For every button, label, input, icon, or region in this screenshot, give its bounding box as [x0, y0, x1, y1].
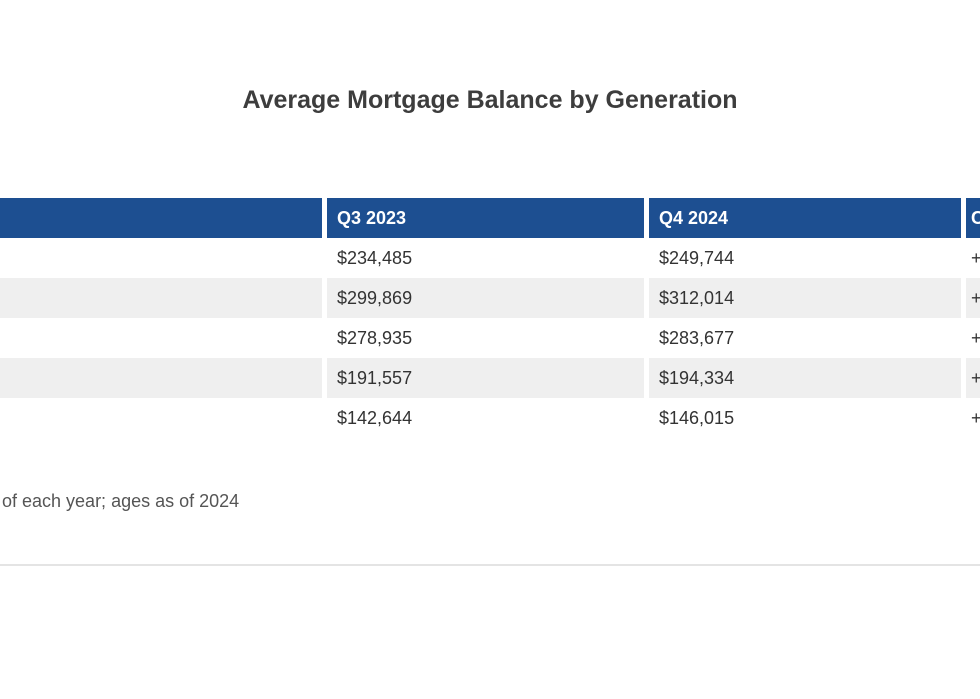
horizontal-divider: [0, 564, 980, 566]
cell-q4-value: $312,014: [649, 278, 961, 318]
cell-q3-value: $278,935: [327, 318, 644, 358]
cell-q4-value: $249,744: [649, 238, 961, 278]
header-cell-q3-2023: Q3 2023: [327, 198, 644, 238]
header-cell-generation: [0, 198, 322, 238]
table-row: $142,644 $146,015 +: [0, 398, 980, 438]
cell-q4-value: $194,334: [649, 358, 961, 398]
header-cell-q4-2024: Q4 2024: [649, 198, 961, 238]
table-footnote: of each year; ages as of 2024: [2, 491, 240, 511]
cell-change-value: +: [966, 318, 980, 358]
cell-q3-value: $299,869: [327, 278, 644, 318]
cell-q4-value: $146,015: [649, 398, 961, 438]
cell-q3-value: $142,644: [327, 398, 644, 438]
cell-change-value: +: [966, 358, 980, 398]
cell-change-value: +: [966, 238, 980, 278]
cell-q3-value: $234,485: [327, 238, 644, 278]
page-title: Average Mortgage Balance by Generation: [242, 86, 738, 114]
header-cell-change: Change: [966, 198, 980, 238]
cell-q4-value: $283,677: [649, 318, 961, 358]
table-row: $191,557 $194,334 +: [0, 358, 980, 398]
table-row: $278,935 $283,677 +: [0, 318, 980, 358]
cell-generation-label: [0, 358, 322, 398]
cell-q3-value: $191,557: [327, 358, 644, 398]
cell-change-value: +: [966, 398, 980, 438]
cell-generation-label: [0, 318, 322, 358]
table-header-row: Q3 2023 Q4 2024 Change: [0, 198, 980, 238]
table-row: $299,869 $312,014 +: [0, 278, 980, 318]
cell-generation-label: [0, 278, 322, 318]
cell-generation-label: [0, 398, 322, 438]
cell-change-value: +: [966, 278, 980, 318]
table-row: $234,485 $249,744 +: [0, 238, 980, 278]
mortgage-balance-table: Q3 2023 Q4 2024 Change $234,485 $249,744…: [0, 198, 980, 438]
cell-generation-label: [0, 238, 322, 278]
